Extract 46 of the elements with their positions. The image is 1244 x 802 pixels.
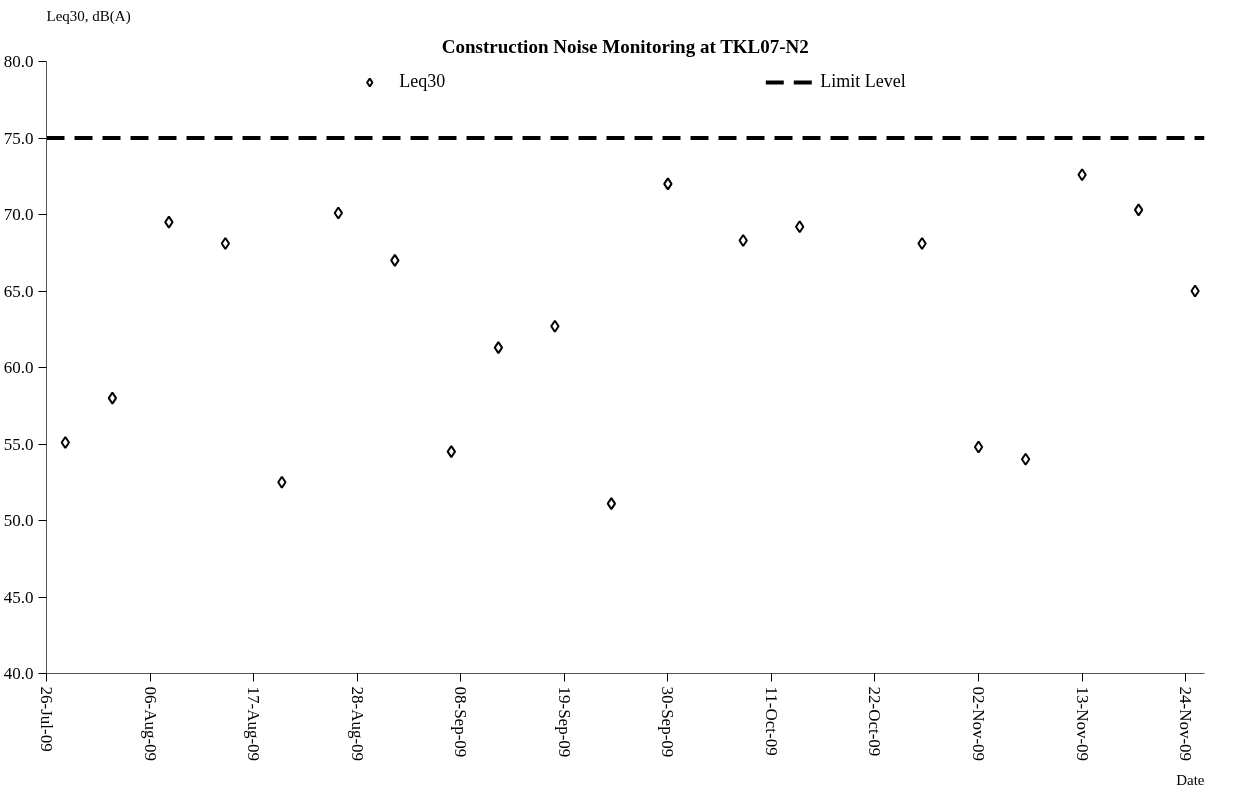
x-tick-label: 24-Nov-09 — [1176, 686, 1196, 762]
y-tick-label: 70.0 — [3, 205, 34, 224]
point — [446, 445, 456, 459]
x-tick-label: 30-Sep-09 — [658, 686, 678, 758]
x-tick-label: 28-Aug-09 — [347, 686, 367, 762]
y-tick-label: 55.0 — [3, 434, 34, 454]
point — [164, 215, 174, 229]
y-tick-label: 40.0 — [3, 664, 34, 683]
y-axis-title: Leq30, dB(A) — [46, 7, 131, 25]
x-tick-label: 08-Sep-09 — [451, 686, 471, 758]
point — [277, 475, 287, 489]
point — [333, 206, 344, 220]
point — [1077, 168, 1087, 182]
x-tick-label: 22-Oct-09 — [865, 686, 885, 757]
x-tick-label: 26-Jul-09 — [37, 686, 56, 752]
point — [1020, 452, 1031, 466]
x-tick-label: 11-Oct-09 — [761, 686, 781, 756]
legend-label: Limit Level — [820, 71, 906, 92]
x-tick-label: 13-Nov-09 — [1072, 686, 1092, 762]
point — [1133, 203, 1144, 217]
y-tick-label: 65.0 — [3, 281, 34, 301]
point — [973, 440, 984, 454]
x-tick-label: 06-Aug-09 — [140, 686, 160, 762]
y-tick-label: 80.0 — [3, 52, 34, 71]
point — [493, 341, 504, 355]
x-tick-label: 19-Sep-09 — [554, 686, 574, 758]
point — [550, 319, 560, 333]
x-tick-label: 02-Nov-09 — [969, 686, 989, 762]
y-tick-label: 45.0 — [3, 587, 34, 607]
chart-title: Construction Noise Monitoring at TKL07-N2 — [441, 35, 809, 57]
point — [738, 234, 748, 248]
point — [107, 391, 118, 405]
point — [1190, 284, 1200, 298]
point — [390, 253, 400, 267]
legend-label: Leq30 — [399, 71, 446, 92]
x-tick-label: 17-Aug-09 — [244, 686, 264, 762]
point — [60, 435, 70, 449]
point — [917, 237, 927, 251]
y-tick-label: 60.0 — [3, 358, 34, 377]
point — [220, 237, 231, 251]
y-tick-label: 75.0 — [3, 128, 34, 148]
y-tick-label: 50.0 — [3, 511, 34, 530]
point — [795, 220, 805, 234]
point — [663, 177, 673, 191]
x-axis-title: Date — [1176, 771, 1205, 788]
point — [606, 497, 617, 511]
